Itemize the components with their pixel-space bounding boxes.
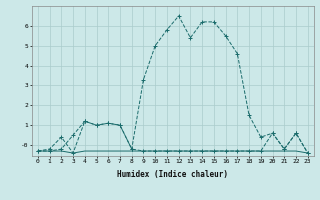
- X-axis label: Humidex (Indice chaleur): Humidex (Indice chaleur): [117, 170, 228, 179]
